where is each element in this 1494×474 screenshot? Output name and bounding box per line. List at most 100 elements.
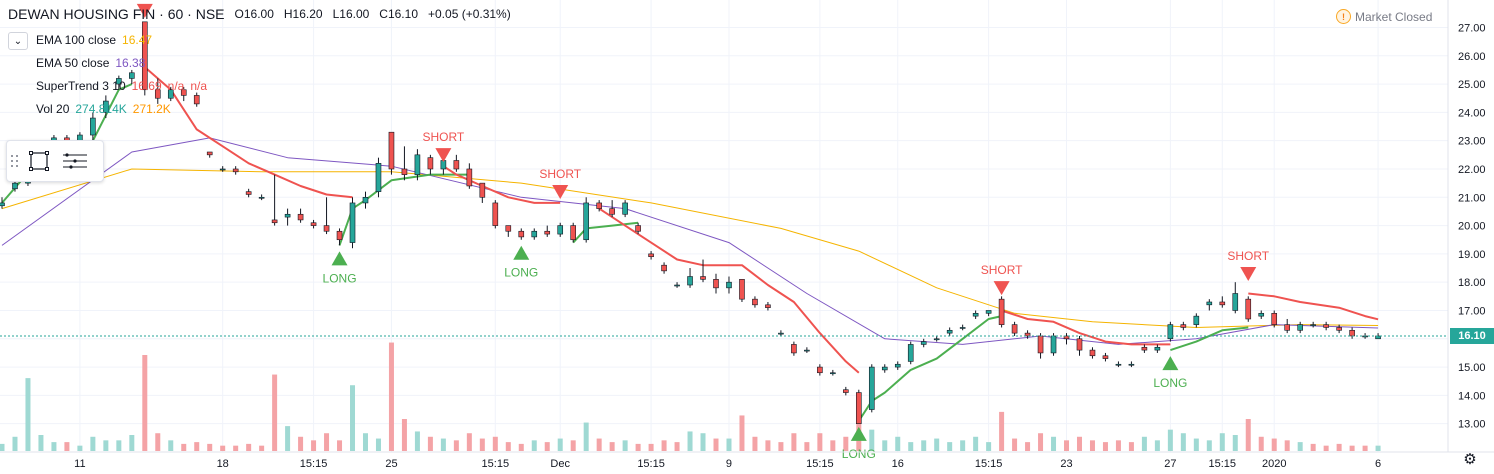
open-value: O16.00 [234, 7, 274, 21]
candle-body [894, 363, 901, 368]
long-arrow [1162, 356, 1179, 371]
time-tick-label: 15:15 [300, 458, 328, 470]
candle-body [349, 202, 356, 243]
price-tick-label: 27.00 [1458, 22, 1486, 34]
candle-body [193, 95, 200, 105]
price-tick-label: 13.00 [1458, 419, 1486, 431]
volume-bar [1141, 436, 1147, 451]
drag-handle-icon[interactable] [11, 149, 21, 173]
candle-body [998, 298, 1005, 325]
candle-body [258, 196, 265, 199]
candle-body [1323, 324, 1329, 328]
candle-body [881, 366, 888, 371]
candle-body [1128, 363, 1135, 366]
chart-grid [0, 0, 1448, 452]
candle-body [1297, 324, 1303, 331]
candle-body [765, 304, 771, 308]
rectangle-tool-icon[interactable] [21, 143, 57, 179]
volume-bar [752, 436, 758, 451]
candle-body [700, 276, 706, 280]
candle-body [1219, 301, 1226, 306]
legend-ema50[interactable]: EMA 50 close 16.38 [8, 51, 511, 74]
time-axis[interactable]: 11 18 15:15 25 15:15 Dec 15:15 9 15:15 16 15:15 23 2… [74, 458, 1381, 470]
volume-bar [791, 433, 797, 451]
volume-bar [155, 433, 161, 451]
volume-ma-value: 271.2K [132, 101, 171, 116]
volume-bar [116, 440, 122, 451]
time-tick-label: 18 [217, 458, 229, 470]
volume-bar [388, 342, 394, 451]
candle-body [206, 151, 213, 156]
candle-body [1076, 338, 1083, 351]
short-label: SHORT [981, 263, 1023, 277]
candle-body [674, 284, 680, 287]
candle-body [1336, 327, 1342, 331]
candle-body [142, 21, 148, 91]
candle-body [907, 344, 914, 362]
volume-bar [401, 419, 407, 451]
volume-bar [648, 443, 654, 451]
volume-bars [0, 342, 1381, 451]
volume-bar [233, 445, 239, 451]
candle-body [401, 168, 408, 175]
volume-bar [1258, 436, 1264, 451]
candle-body [648, 253, 654, 258]
volume-bar [1180, 433, 1186, 451]
volume-bar [804, 442, 810, 451]
volume-bar [285, 426, 291, 451]
candle-body [466, 168, 473, 187]
volume-bar [1154, 440, 1160, 451]
volume-bar [129, 435, 135, 451]
volume-bar [1362, 445, 1368, 451]
candle-body [1180, 324, 1187, 328]
candle-body [1271, 313, 1278, 325]
long-arrow [513, 245, 530, 260]
candle-body [116, 78, 122, 85]
candle-body [596, 202, 602, 209]
volume-bar [337, 440, 343, 451]
short-label: SHORT [422, 130, 464, 144]
menu-lines-icon[interactable] [57, 143, 93, 179]
volume-bar [531, 440, 537, 451]
volume-bar [1271, 438, 1277, 451]
candle-body [453, 160, 460, 170]
legend-supertrend[interactable]: SuperTrend 3 10 16.69 n/a n/a [8, 74, 511, 97]
time-tick-label: 2020 [1262, 458, 1286, 470]
time-tick-label: 9 [726, 458, 732, 470]
price-tick-label: 25.00 [1458, 79, 1486, 91]
candle-body [505, 225, 512, 232]
time-tick-label: 15:15 [806, 458, 834, 470]
price-axis[interactable]: 27.00 26.00 25.00 24.00 23.00 22.00 21.00 20.00… [1458, 22, 1486, 430]
candle-body [375, 163, 382, 192]
volume-bar [142, 355, 148, 451]
volume-bar [596, 438, 602, 451]
candle-body [583, 202, 589, 241]
time-tick-label: 25 [385, 458, 397, 470]
gear-icon[interactable]: ⚙ [1463, 451, 1477, 468]
volume-bar [1219, 433, 1225, 451]
supertrend-down-line [1248, 292, 1379, 321]
long-label: LONG [1153, 376, 1187, 390]
candle-body [635, 225, 641, 232]
volume-bar [1038, 433, 1044, 451]
candle-body [972, 313, 979, 317]
short-label: SHORT [539, 167, 581, 181]
candle-body [1050, 335, 1057, 354]
candle-body [518, 230, 525, 238]
floating-toolbar[interactable] [6, 140, 104, 182]
chart-legend: DEWAN HOUSING FIN · 60 · NSE O16.00 H16.… [8, 6, 511, 120]
candle-body [868, 366, 875, 410]
legend-ema100[interactable]: EMA 100 close 16.47 [8, 28, 511, 51]
volume-bar [1012, 438, 1018, 451]
candle-body [427, 157, 434, 170]
short-arrow [552, 184, 569, 199]
chevron-down-icon[interactable]: ⌄ [8, 32, 28, 50]
candle-body [219, 168, 226, 171]
candle-body [323, 225, 330, 232]
market-status[interactable]: ! Market Closed [1336, 9, 1432, 24]
volume-bar [168, 440, 174, 451]
symbol-name[interactable]: DEWAN HOUSING FIN · 60 · NSE [8, 6, 225, 22]
legend-volume[interactable]: Vol 20 274.814K 271.2K [8, 97, 511, 120]
volume-bar [311, 440, 317, 451]
